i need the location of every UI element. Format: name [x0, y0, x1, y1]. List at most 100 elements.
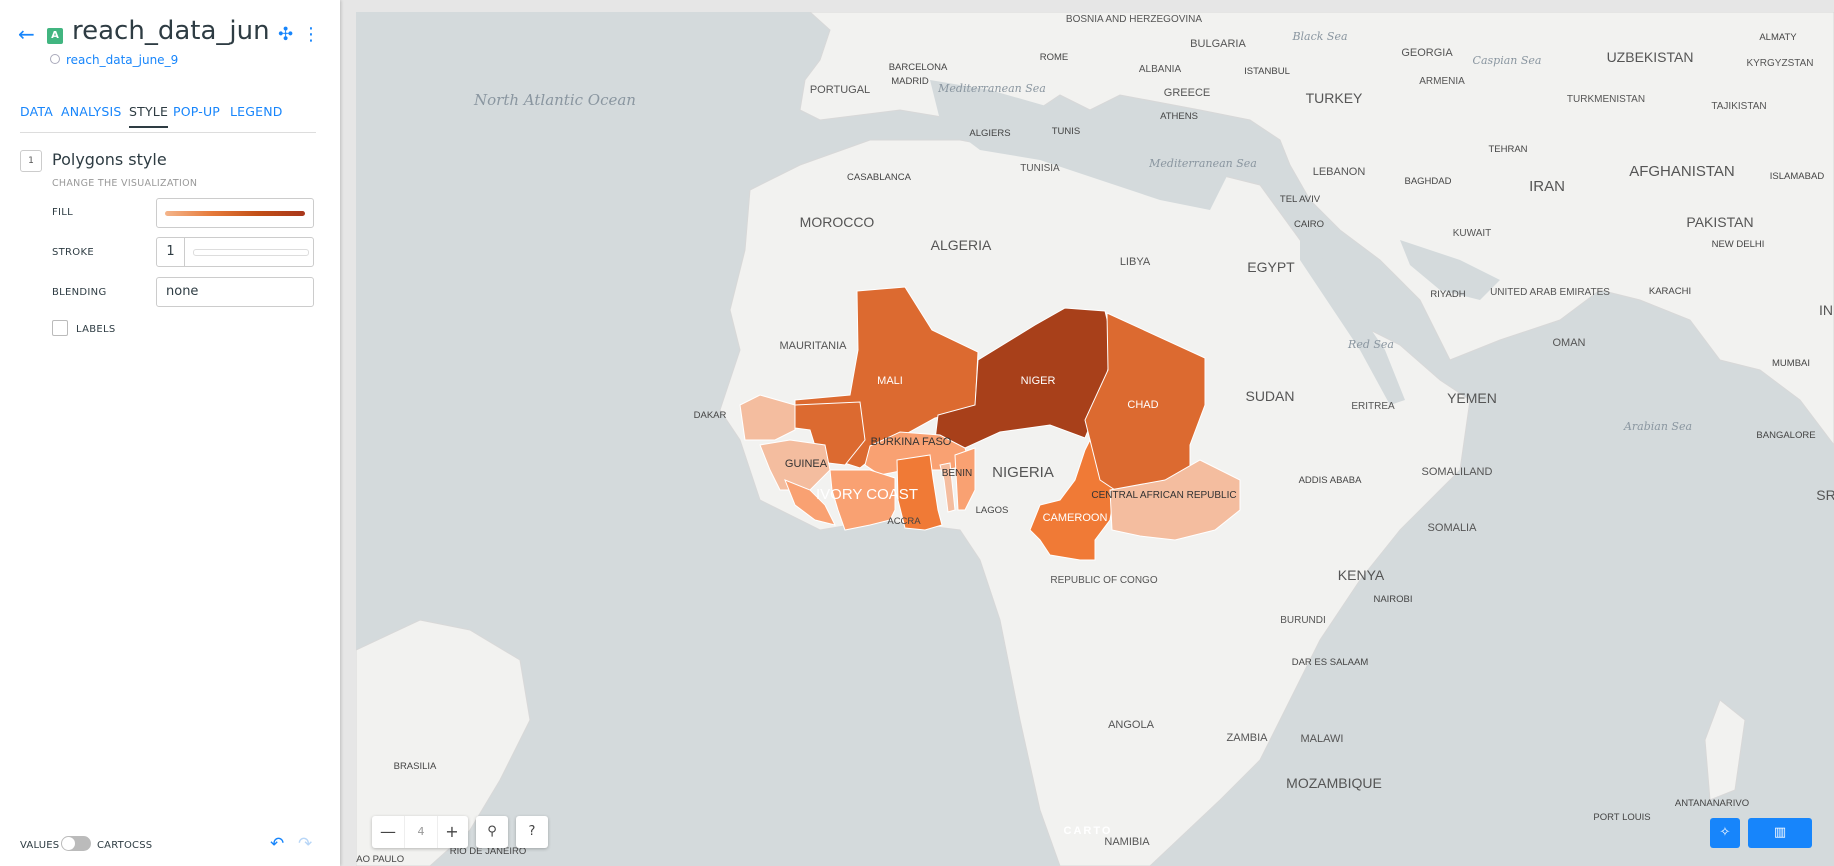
label-mediterranean-sea-east: Mediterranean Sea [1148, 157, 1257, 170]
label-almaty: ALMATY [1759, 32, 1797, 43]
layer-source[interactable]: reach_data_june_9 [50, 53, 178, 67]
tab-data[interactable]: DATA [20, 104, 54, 119]
label-riyadh: RIYADH [1430, 289, 1465, 300]
toggle-knob [62, 837, 75, 850]
search-button[interactable]: ⚲ [476, 816, 508, 848]
redo-icon[interactable]: ↷ [298, 834, 313, 854]
country-togo[interactable] [939, 462, 956, 513]
choropleth-layer[interactable] [739, 286, 1241, 561]
layer-style-panel: ← A reach_data_jun.. ✣ ⋮ reach_data_june… [0, 0, 340, 866]
label-lagos: LAGOS [976, 505, 1009, 516]
city-labels: ALMATY ROME ISTANBUL BARCELONA MADRID AT… [356, 32, 1824, 865]
labels-checkbox[interactable] [52, 320, 68, 336]
stroke-control: 1 [156, 237, 314, 267]
label-egypt: EGYPT [1247, 259, 1295, 275]
layer-title[interactable]: reach_data_jun.. [72, 16, 272, 46]
label-mediterranean-sea: Mediterranean Sea [937, 82, 1046, 95]
zoom-out-button[interactable]: — [380, 822, 396, 841]
map-options-icon: ✧ [1719, 825, 1731, 840]
section-subtitle: CHANGE THE VISUALIZATION [52, 178, 198, 189]
fill-color-ramp-control[interactable] [156, 198, 314, 228]
label-new-delhi: NEW DELHI [1712, 239, 1765, 250]
label-angola: ANGOLA [1108, 719, 1155, 731]
more-options-icon[interactable]: ⋮ [302, 24, 320, 45]
source-name[interactable]: reach_data_june_9 [66, 53, 179, 67]
layout-toggle-button[interactable]: ▥ [1748, 818, 1812, 848]
blending-select[interactable]: none [156, 277, 314, 307]
label-benin: BENIN [942, 468, 973, 479]
tab-popup[interactable]: POP-UP [173, 104, 221, 119]
red-sea-water [1300, 240, 1405, 405]
stroke-color-picker[interactable] [193, 249, 309, 256]
label-mozambique: MOZAMBIQUE [1286, 775, 1382, 791]
label-greece: GREECE [1164, 87, 1210, 99]
label-antananarivo: ANTANANARIVO [1675, 798, 1749, 809]
zoom-in-button[interactable]: + [445, 822, 459, 841]
label-kyrgyzstan: KYRGYZSTAN [1746, 58, 1813, 69]
label-baghdad: BAGHDAD [1405, 176, 1452, 187]
label-caspian-sea: Caspian Sea [1473, 54, 1542, 67]
country-ivory-coast[interactable] [829, 469, 896, 531]
label-india-cut: IN [1819, 302, 1833, 318]
country-sierra-leone-liberia[interactable] [784, 479, 836, 526]
label-nigeria: NIGERIA [992, 464, 1054, 481]
section-number: 1 [20, 150, 42, 172]
label-yemen: YEMEN [1447, 390, 1497, 406]
country-central-african-republic[interactable] [1109, 459, 1241, 541]
label-nairobi: NAIROBI [1373, 594, 1412, 605]
label-tajikistan: TAJIKISTAN [1711, 101, 1766, 112]
label-albania: ALBANIA [1139, 64, 1182, 75]
label-sri-lanka-cut: SR [1816, 487, 1834, 503]
label-tel-aviv: TEL AVIV [1280, 194, 1321, 205]
label-georgia: GEORGIA [1401, 47, 1453, 59]
label-central-african-republic: CENTRAL AFRICAN REPUBLIC [1091, 490, 1236, 501]
map-canvas[interactable]: BOSNIA AND HERZEGOVINA BULGARIA GEORGIA … [356, 12, 1834, 866]
label-rome: ROME [1040, 52, 1069, 63]
tab-legend[interactable]: LEGEND [230, 104, 283, 119]
label-zambia: ZAMBIA [1227, 732, 1269, 744]
label-chad: CHAD [1127, 399, 1158, 411]
country-senegal[interactable] [739, 394, 796, 441]
label-kenya: KENYA [1338, 567, 1385, 583]
label-bosnia: BOSNIA AND HERZEGOVINA [1066, 14, 1202, 25]
label-libya: LIBYA [1120, 256, 1151, 268]
label-morocco: MOROCCO [800, 214, 875, 230]
label-addis-ababa: ADDIS ABABA [1299, 475, 1362, 486]
label-turkey: TURKEY [1306, 90, 1363, 106]
back-arrow-icon[interactable]: ← [18, 22, 35, 46]
cartocss-toggle[interactable] [61, 836, 91, 851]
country-benin[interactable] [954, 447, 976, 511]
label-somalia: SOMALIA [1428, 522, 1478, 534]
tab-analysis[interactable]: ANALYSIS [61, 104, 122, 119]
mediterranean-water [930, 80, 1230, 210]
label-ivory-coast: IVORY COAST [816, 486, 918, 503]
tab-style[interactable]: STYLE [129, 104, 169, 128]
label-malawi: MALAWI [1301, 733, 1344, 745]
layer-tabs: DATA ANALYSIS STYLE POP-UP LEGEND [20, 104, 316, 133]
label-algiers: ALGIERS [969, 128, 1010, 139]
country-guinea[interactable] [759, 439, 831, 491]
label-sao-paulo: SAO PAULO [356, 854, 404, 865]
label-iran: IRAN [1529, 178, 1565, 195]
label-mumbai: MUMBAI [1772, 358, 1810, 369]
stroke-label: STROKE [52, 247, 94, 258]
help-button[interactable]: ? [516, 816, 548, 848]
drag-handle-icon[interactable]: ✣ [278, 24, 294, 45]
undo-icon[interactable]: ↶ [270, 834, 285, 854]
source-node-icon [50, 54, 60, 64]
values-label: VALUES [20, 840, 60, 851]
label-mali: MALI [877, 375, 903, 387]
label-algeria: ALGERIA [931, 237, 992, 253]
label-cameroon: CAMEROON [1043, 512, 1108, 524]
country-ghana[interactable] [896, 454, 943, 531]
label-north-atlantic-ocean: North Atlantic Ocean [473, 91, 636, 109]
persian-gulf-water [1400, 240, 1500, 300]
label-burkina-faso: BURKINA FASO [871, 436, 952, 448]
country-mauritania-west[interactable] [794, 401, 866, 466]
stroke-width-input[interactable]: 1 [157, 238, 185, 266]
label-uzbekistan: UZBEKISTAN [1607, 49, 1694, 65]
country-niger[interactable] [934, 307, 1113, 449]
map-options-button[interactable]: ✧ [1710, 818, 1740, 848]
label-mauritania: MAURITANIA [779, 340, 847, 352]
label-barcelona: BARCELONA [889, 62, 948, 73]
